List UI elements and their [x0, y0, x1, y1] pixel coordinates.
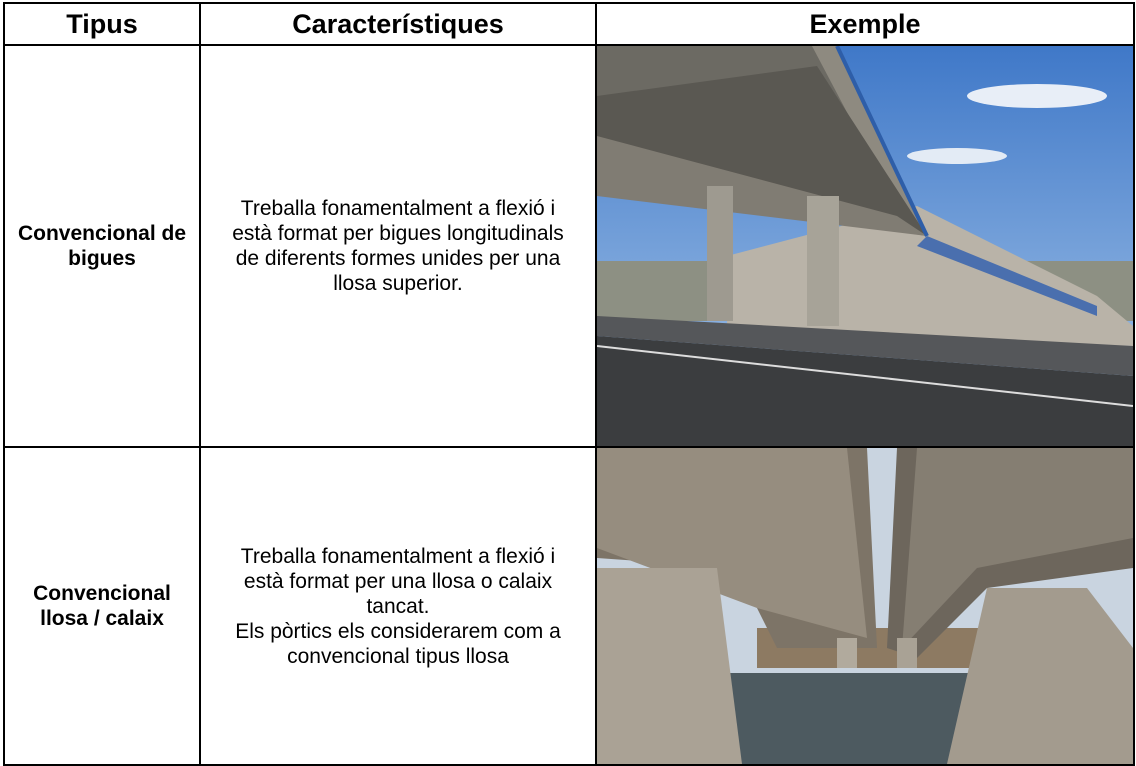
description: Els pòrtics els considerarem com a conve…	[235, 619, 561, 668]
photo-cell	[595, 44, 1135, 448]
row: Convencional de bigues Treballa fonament…	[3, 44, 1135, 448]
bridge-types-table: Tipus Característiques Exemple Convencio…	[3, 2, 1135, 766]
photo-slab-bridge	[597, 448, 1133, 764]
type-cell: Convencional de bigues	[3, 44, 201, 448]
header-cell: Característiques	[199, 2, 597, 46]
description-cell: Treballa fonamentalment a flexió i està …	[199, 44, 597, 448]
header-cell: Tipus	[3, 2, 201, 46]
header-cell: Exemple	[595, 2, 1135, 46]
description: Treballa fonamentalment a flexió i està …	[232, 197, 564, 295]
photo-beam-bridge	[597, 46, 1133, 446]
description-cell: Treballa fonamentalment a flexió i està …	[199, 446, 597, 766]
type-cell: Convencional llosa / calaix	[3, 446, 201, 766]
header-row: Tipus Característiques Exemple	[3, 2, 1135, 46]
row: Convencional llosa / calaix Treballa fon…	[3, 446, 1135, 766]
description: Treballa fonamentalment a flexió i està …	[240, 544, 556, 618]
photo-cell	[595, 446, 1135, 766]
